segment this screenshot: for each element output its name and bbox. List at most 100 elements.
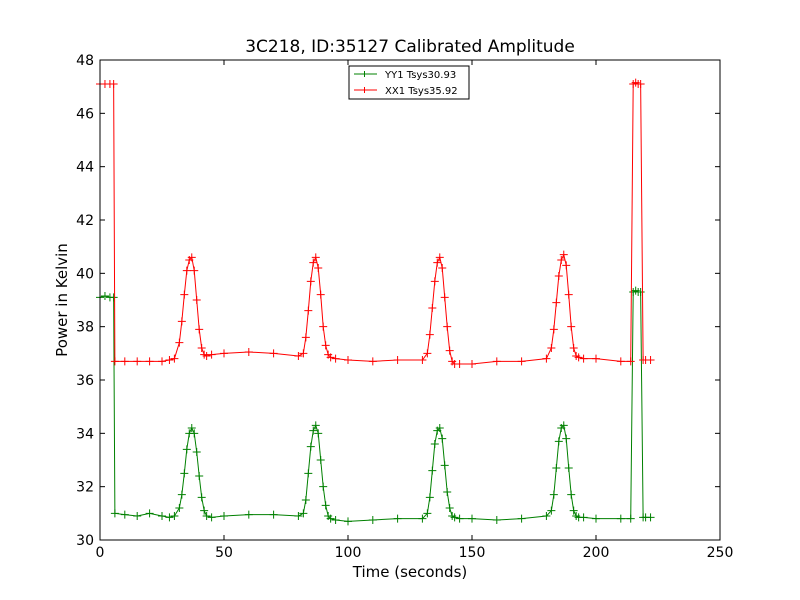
series-1 [96,78,655,368]
data-point [562,434,571,443]
data-point [170,354,179,363]
data-point [314,264,323,272]
data-point [187,253,196,262]
data-point [165,356,174,364]
data-point [190,429,199,438]
data-point [145,509,154,518]
data-point [304,306,313,315]
data-point [220,512,228,520]
data-point [120,510,129,519]
y-tick-label: 30 [76,533,94,549]
data-point [423,349,432,358]
data-point [569,344,578,352]
data-point [175,338,184,347]
data-point [110,509,119,518]
data-point [549,325,558,334]
data-point [557,256,566,264]
data-point [468,514,476,523]
data-point [636,288,645,296]
data-point [294,352,303,360]
data-point [428,304,437,312]
data-point [559,421,568,430]
data-point [517,514,526,523]
data-point [207,350,216,359]
y-tick-label: 42 [76,213,94,229]
data-point [430,440,439,448]
data-point [626,357,635,366]
x-tick-label: 100 [335,545,362,561]
data-point [319,482,328,491]
data-point [110,357,119,366]
data-point [190,266,199,275]
y-tick-label: 32 [76,480,94,496]
data-point [133,512,142,520]
data-point [542,354,551,363]
data-point [269,510,278,519]
series-layer [96,78,655,526]
data-point [326,514,335,523]
data-point [569,506,578,515]
data-point [316,456,325,464]
data-point [195,325,204,334]
data-point [158,512,166,520]
data-point [554,272,563,280]
data-point [440,461,449,470]
data-point [592,354,600,363]
data-point [438,264,447,272]
data-point [120,357,129,366]
x-tick-label: 50 [215,545,233,561]
data-point [301,496,310,504]
data-point [368,357,377,366]
data-point [455,514,464,523]
plot-frame [99,59,721,541]
data-point [445,346,454,355]
data-point [319,322,328,331]
legend: YY1 Tsys30.93 XX1 Tsys35.92 [348,65,470,100]
data-point [299,349,308,358]
chart-title: 3C218, ID:35127 Calibrated Amplitude [245,37,575,57]
data-point [450,513,459,522]
data-point [428,466,437,475]
data-point [552,464,561,472]
data-point [579,354,588,363]
y-tick-label: 40 [76,266,94,282]
legend-marker [361,87,368,93]
data-point [554,437,563,446]
data-point [418,356,427,364]
legend-box [348,65,470,100]
data-point [438,434,447,443]
data-point [182,266,191,275]
data-point [492,357,501,366]
data-point [418,514,427,523]
data-point [175,504,184,512]
y-axis-label: Power in Kelvin [53,243,71,357]
data-point [165,513,174,522]
data-point [207,513,216,522]
data-point [564,290,573,299]
data-point [311,421,320,430]
data-point [133,357,142,366]
data-point [616,514,625,523]
data-point [542,512,551,520]
data-point [440,293,449,302]
legend-marker [361,71,368,77]
data-point [443,488,452,496]
data-point [455,360,464,368]
data-point [567,490,576,499]
y-tick-label: 44 [76,160,94,176]
x-axis-label: Time (seconds) [352,563,468,581]
y-tick-label: 34 [76,426,94,442]
data-point [109,80,118,88]
x-tick-label: 250 [707,545,734,561]
data-point [368,516,377,524]
data-point [435,253,444,262]
data-point [321,341,330,350]
data-point [592,514,600,523]
data-point [547,344,556,352]
data-point [269,349,278,358]
data-point [158,357,166,366]
data-point [306,442,315,451]
data-point [299,509,308,518]
data-point [552,298,561,307]
y-tick-label: 46 [76,106,94,122]
